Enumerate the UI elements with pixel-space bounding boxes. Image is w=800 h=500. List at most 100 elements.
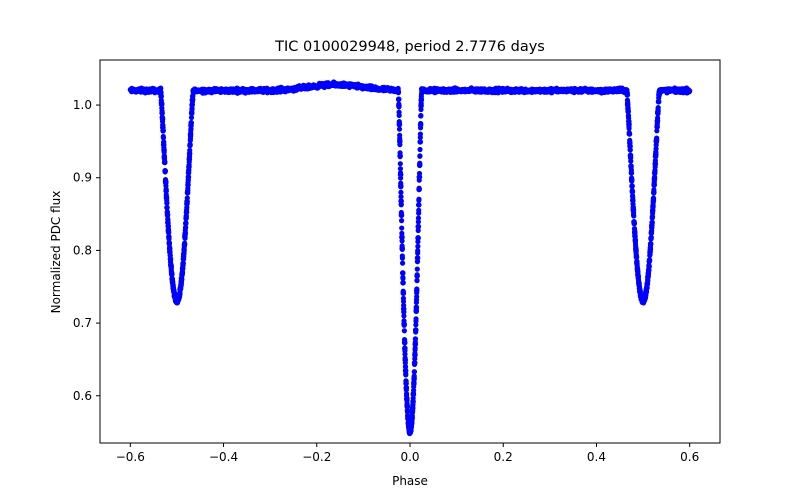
data-point [418,96,424,102]
data-point [398,184,404,190]
data-point [629,188,636,194]
data-point [410,395,416,401]
data-point [403,387,409,393]
data-point [414,266,420,272]
data-point [628,167,634,173]
data-point [163,178,169,184]
data-point [159,101,165,107]
data-point [162,160,168,166]
data-point [418,120,424,127]
data-point [646,263,652,270]
data-point [686,88,693,94]
data-point [399,234,405,240]
data-point [185,185,191,191]
data-point [395,90,402,96]
data-point [399,255,406,261]
data-point [415,219,421,225]
data-point [159,114,165,121]
data-point [186,153,193,159]
data-point [401,322,407,328]
chart-title: TIC 0100029948, period 2.7776 days [274,39,545,55]
y-tick-label: 1.0 [73,98,92,112]
data-point [404,404,410,410]
x-tick-label: 0.0 [400,450,419,464]
data-point [650,206,656,212]
data-point [396,126,403,132]
data-point [656,92,662,98]
data-point [402,367,409,373]
x-axis-ticks: −0.6 −0.4 −0.2 0.0 0.2 0.4 0.6 [116,443,699,464]
data-point [168,266,174,272]
data-point [411,369,418,375]
data-point [417,160,423,166]
data-point [412,356,418,362]
data-point [401,309,407,315]
data-point [160,128,166,134]
x-tick-label: −0.6 [116,450,145,464]
data-point [397,135,403,142]
data-point [158,85,164,91]
data-point [628,158,634,164]
data-point [191,88,197,94]
data-point [163,186,169,192]
data-point [403,372,409,378]
data-point [630,204,636,210]
x-tick-label: 0.2 [494,450,513,464]
data-point [629,177,635,183]
data-point [189,105,195,111]
data-point [417,153,423,159]
data-point [402,351,408,357]
data-point [417,131,424,137]
data-point [633,254,640,260]
data-point [400,298,407,305]
data-point [416,196,422,202]
data-point [411,379,417,385]
data-point [649,210,656,216]
data-point [414,272,420,278]
data-point [159,108,165,114]
data-point [167,253,173,259]
data-point [625,108,631,114]
data-point [652,157,658,164]
data-point [160,135,167,141]
data-point [399,218,405,224]
data-point [650,199,656,206]
data-point [186,159,192,165]
data-points [127,79,693,437]
data-point [165,220,171,227]
data-point [626,125,632,132]
data-point [651,187,657,193]
data-point [648,234,654,240]
data-point [188,119,194,126]
data-point [416,170,423,177]
data-point [188,114,195,121]
data-point [413,322,419,328]
data-point [655,105,661,111]
data-point [184,195,190,201]
data-point [415,248,421,254]
data-point [396,104,402,110]
data-point [628,154,634,161]
data-point [414,286,420,292]
x-tick-label: 0.4 [587,450,606,464]
x-axis-label: Phase [392,474,428,488]
data-point [184,200,190,206]
data-point [627,147,633,153]
y-tick-label: 0.6 [73,389,92,403]
data-point [397,161,403,167]
data-point [654,128,660,134]
data-point [182,240,188,246]
x-tick-label: −0.4 [209,450,238,464]
data-point [162,168,168,174]
data-point [630,194,636,200]
data-point [415,202,422,208]
data-point [414,258,421,264]
data-point [418,112,424,119]
data-point [400,289,406,296]
data-point [402,360,408,366]
data-point [400,275,406,282]
data-point [399,246,405,252]
data-point [399,260,406,266]
